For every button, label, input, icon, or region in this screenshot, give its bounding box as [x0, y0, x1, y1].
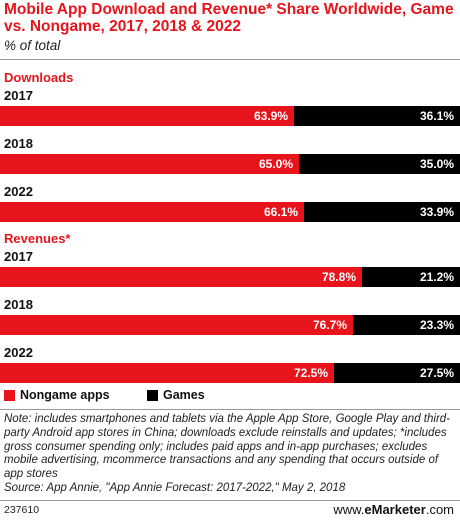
bar-row: 72.5% 27.5% [0, 363, 460, 383]
data-label-games: 36.1% [419, 109, 454, 123]
bar-games: 23.3% [353, 315, 460, 335]
bar-row: 63.9% 36.1% [0, 106, 460, 126]
data-label-nongame: 72.5% [293, 366, 328, 380]
top-divider [0, 59, 460, 60]
section-label-0: Downloads [4, 70, 74, 85]
data-label-games: 21.2% [419, 270, 454, 284]
data-label-nongame: 65.0% [258, 157, 293, 171]
note-text: Note: includes smartphones and tablets v… [4, 413, 450, 481]
bar-nongame: 66.1% [0, 202, 304, 222]
source-text: Source: App Annie, "App Annie Forecast: … [4, 481, 346, 494]
note-divider [0, 409, 460, 410]
year-label: 2022 [4, 345, 33, 360]
data-label-games: 23.3% [419, 318, 454, 332]
chart-subtitle: % of total [4, 38, 61, 53]
bar-nongame: 63.9% [0, 106, 294, 126]
data-label-games: 35.0% [419, 157, 454, 171]
data-label-nongame: 63.9% [253, 109, 288, 123]
bar-games: 36.1% [294, 106, 460, 126]
chart-title: Mobile App Download and Revenue* Share W… [4, 1, 454, 35]
bar-games: 35.0% [299, 154, 460, 174]
bar-row: 78.8% 21.2% [0, 267, 460, 287]
legend-label-games: Games [163, 388, 205, 402]
data-label-games: 33.9% [419, 205, 454, 219]
bar-row: 65.0% 35.0% [0, 154, 460, 174]
brand-prefix: www. [333, 502, 365, 517]
bar-nongame: 72.5% [0, 363, 334, 383]
footer-divider [0, 500, 460, 501]
data-label-nongame: 66.1% [263, 205, 298, 219]
chart-note: Note: includes smartphones and tablets v… [4, 413, 458, 496]
bar-games: 27.5% [334, 363, 460, 383]
bar-nongame: 78.8% [0, 267, 362, 287]
data-label-games: 27.5% [419, 366, 454, 380]
year-label: 2017 [4, 88, 33, 103]
section-label-1: Revenues* [4, 231, 71, 246]
bar-row: 66.1% 33.9% [0, 202, 460, 222]
legend-swatch-nongame [4, 390, 15, 401]
bar-games: 33.9% [304, 202, 460, 222]
data-label-nongame: 76.7% [312, 318, 347, 332]
bar-games: 21.2% [362, 267, 460, 287]
bar-nongame: 76.7% [0, 315, 353, 335]
year-label: 2017 [4, 249, 33, 264]
year-label: 2018 [4, 297, 33, 312]
data-label-nongame: 78.8% [321, 270, 356, 284]
brand-suffix: .com [425, 502, 454, 517]
brand-logo: www.eMarketer.com [333, 502, 454, 517]
year-label: 2018 [4, 136, 33, 151]
year-label: 2022 [4, 184, 33, 199]
legend-swatch-games [147, 390, 158, 401]
chart-id: 237610 [4, 504, 40, 516]
legend-label-nongame: Nongame apps [20, 388, 110, 402]
bar-row: 76.7% 23.3% [0, 315, 460, 335]
bar-nongame: 65.0% [0, 154, 299, 174]
brand-name: eMarketer [364, 502, 426, 517]
